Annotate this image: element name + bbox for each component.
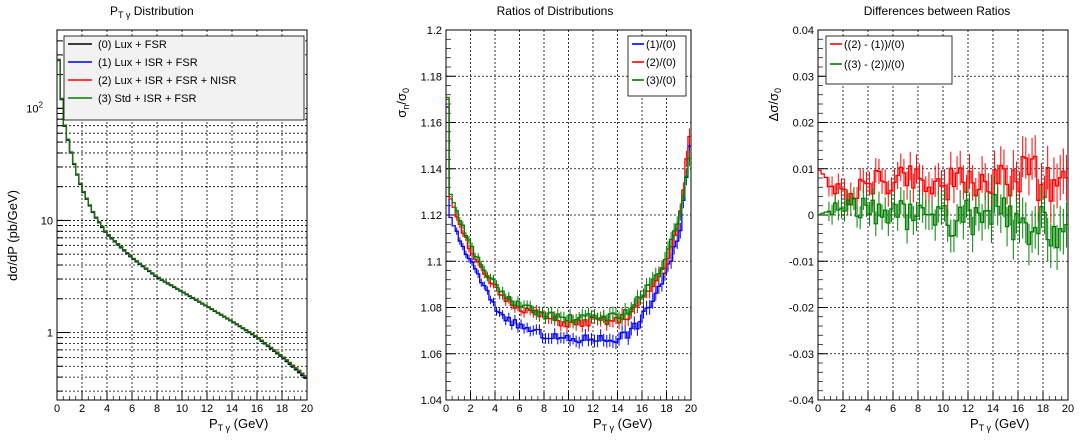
x-tick-label: 10 [562, 403, 574, 415]
x-tick-label: 6 [129, 403, 135, 415]
y-tick-label: 0.03 [793, 71, 814, 83]
chart-panel-2: Differences between Ratios 0 2 4 6 8 10 12 14 16 1… [766, 4, 1074, 433]
x-axis-label: PT γ (GeV) [209, 416, 268, 433]
y-tick-label: 0.01 [793, 164, 814, 176]
y-tick-label: -0.03 [789, 349, 814, 361]
legend-label: (1)/(0) [646, 39, 676, 51]
legend-label: (3) Std + ISR + FSR [98, 93, 196, 105]
x-tick-label: 16 [636, 403, 648, 415]
x-tick-label: 4 [865, 403, 871, 415]
x-tick-label: 12 [587, 403, 599, 415]
y-tick-label: -0.04 [789, 395, 814, 407]
x-tick-label: 14 [987, 403, 999, 415]
x-tick-label: 2 [79, 403, 85, 415]
y-tick-label: 1.16 [421, 118, 442, 130]
x-axis-label: PT γ (GeV) [593, 416, 652, 433]
x-tick-label: 8 [154, 403, 160, 415]
y-tick-label: 10 [41, 215, 53, 227]
x-tick-label: 18 [1037, 403, 1049, 415]
legend-label: ((2) - (1))/(0) [844, 39, 905, 51]
y-tick-label: 1 [47, 328, 53, 340]
x-tick-label: 14 [226, 403, 238, 415]
y-tick-label: 1.14 [421, 164, 442, 176]
legend: (0) Lux + FSR (1) Lux + ISR + FSR (2) Lux … [64, 36, 304, 120]
y-tick-label: 1.06 [421, 349, 442, 361]
x-tick-label: 18 [276, 403, 288, 415]
x-tick-label: 0 [54, 403, 60, 415]
x-tick-label: 10 [937, 403, 949, 415]
y-tick-label: 0.02 [793, 118, 814, 130]
legend: (1)/(0) (2)/(0) (3)/(0) [628, 36, 686, 96]
y-axis-label: dσ/dP (pb/GeV) [5, 190, 20, 281]
x-tick-label: 0 [815, 403, 821, 415]
y-tick-label: 102 [26, 100, 43, 115]
legend-label: (2) Lux + ISR + FSR + NISR [98, 75, 237, 87]
chart-title: Differences between Ratios [864, 4, 1011, 18]
legend-label: (0) Lux + FSR [98, 39, 167, 51]
x-tick-label: 2 [840, 403, 846, 415]
legend-label: ((3) - (2))/(0) [844, 59, 905, 71]
y-tick-label: 1.04 [421, 395, 442, 407]
chart-panel-0: PT γ Distribution 0 2 4 6 8 10 12 14 16 18 20 1 10 102… [5, 4, 313, 433]
y-tick-label: 1.18 [421, 71, 442, 83]
chart-title: Ratios of Distributions [497, 4, 614, 18]
x-tick-label: 18 [660, 403, 672, 415]
x-tick-label: 6 [890, 403, 896, 415]
x-tick-label: 16 [251, 403, 263, 415]
y-axis-label: Δσ/σ0 [766, 88, 783, 121]
x-tick-label: 0 [443, 403, 449, 415]
x-tick-label: 12 [962, 403, 974, 415]
x-tick-label: 12 [201, 403, 213, 415]
y-tick-label: 1.08 [421, 303, 442, 315]
x-tick-label: 20 [1062, 403, 1074, 415]
y-tick-label: -0.01 [789, 256, 814, 268]
y-tick-label: 0 [808, 210, 814, 222]
y-tick-label: 1.2 [427, 25, 442, 37]
x-tick-label: 8 [541, 403, 547, 415]
x-tick-label: 16 [1012, 403, 1024, 415]
y-tick-label: 1.1 [427, 256, 442, 268]
x-tick-label: 20 [685, 403, 697, 415]
x-tick-label: 4 [492, 403, 498, 415]
legend: ((2) - (1))/(0) ((3) - (2))/(0) [826, 36, 952, 84]
y-tick-label: 1.12 [421, 210, 442, 222]
x-tick-label: 6 [516, 403, 522, 415]
y-tick-label: 0.04 [793, 25, 814, 37]
legend-label: (3)/(0) [646, 75, 676, 87]
x-tick-label: 4 [104, 403, 110, 415]
x-tick-label: 8 [915, 403, 921, 415]
chart-panel-1: Ratios of Distributions 0 2 4 6 8 10 12 14 16 18 20… [394, 4, 697, 433]
x-axis-label: PT γ (GeV) [970, 416, 1029, 433]
legend-label: (2)/(0) [646, 57, 676, 69]
x-tick-label: 20 [301, 403, 313, 415]
chart-title: PT γ Distribution [110, 4, 194, 20]
legend-label: (1) Lux + ISR + FSR [98, 57, 198, 69]
y-tick-label: -0.02 [789, 303, 814, 315]
x-tick-label: 10 [176, 403, 188, 415]
y-axis-label: σn/σ0 [394, 88, 411, 118]
x-tick-label: 2 [467, 403, 473, 415]
x-tick-label: 14 [611, 403, 623, 415]
